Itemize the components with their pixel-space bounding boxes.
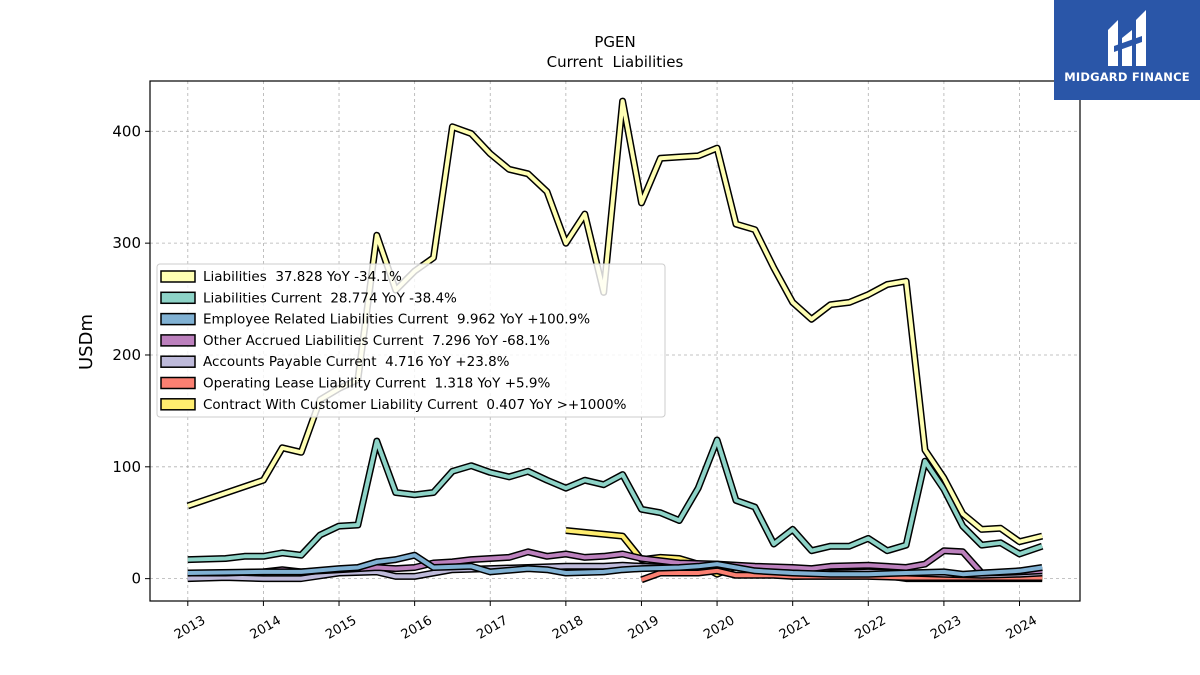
y-tick-label: 400 (112, 122, 141, 140)
midgard-finance-logo: MIDGARD FINANCE (1054, 0, 1200, 100)
chart-subtitle: Current Liabilities (547, 53, 684, 71)
x-tick-label: 2022 (852, 613, 888, 643)
x-tick-label: 2015 (323, 613, 359, 643)
y-axis-label: USDm (76, 314, 97, 370)
x-tick-label: 2017 (474, 613, 510, 643)
legend-swatch (160, 398, 196, 411)
series-layer (186, 97, 1044, 584)
series-line-liabilities-current (187, 438, 1043, 562)
legend-label: Accounts Payable Current 4.716 YoY +23.8… (203, 354, 510, 370)
plot-frame (149, 80, 1081, 602)
legend-swatch (160, 334, 196, 347)
chart-title: PGEN (594, 33, 635, 51)
legend-swatch (160, 312, 196, 326)
legend: Liabilities 37.828 YoY -34.1% Liabilities… (156, 263, 666, 418)
x-tick-label: 2023 (928, 613, 964, 643)
x-tick-label: 2014 (248, 613, 284, 643)
legend-label: Liabilities 37.828 YoY -34.1% (203, 269, 402, 285)
logo-mark-icon (1108, 10, 1146, 66)
x-tick-label: 2019 (626, 613, 662, 643)
x-tick-label: 2020 (701, 613, 737, 643)
x-tick-label: 2024 (1004, 613, 1040, 643)
x-axis: 2013 2014 2015 2016 2017 2018 2019 2020 2021 2022… (172, 601, 1040, 643)
legend-label: Contract With Customer Liability Current… (203, 397, 627, 413)
y-tick-label: 100 (112, 458, 141, 476)
legend-swatch (160, 376, 196, 390)
y-tick-label: 0 (131, 570, 141, 588)
legend-swatch (160, 291, 196, 305)
x-tick-label: 2016 (399, 613, 435, 643)
legend-swatch (160, 355, 196, 368)
legend-label: Liabilities Current 28.774 YoY -38.4% (203, 290, 457, 306)
y-tick-label: 300 (112, 234, 141, 252)
x-tick-label: 2013 (172, 613, 208, 643)
logo-text: MIDGARD FINANCE (1064, 70, 1190, 84)
y-axis: 0 100 200 300 400 (112, 122, 150, 588)
legend-box (156, 263, 666, 418)
legend-label: Operating Lease Liability Current 1.318 … (203, 376, 550, 392)
legend-label: Employee Related Liabilities Current 9.9… (203, 312, 590, 328)
series-line-liabilities (187, 99, 1043, 544)
x-tick-label: 2021 (777, 613, 813, 643)
legend-swatch (160, 270, 196, 283)
y-tick-label: 200 (112, 346, 141, 364)
series-line-employee-related-liabilities-current (187, 553, 1043, 577)
x-tick-label: 2018 (550, 613, 586, 643)
legend-label: Other Accrued Liabilities Current 7.296 … (203, 333, 550, 349)
